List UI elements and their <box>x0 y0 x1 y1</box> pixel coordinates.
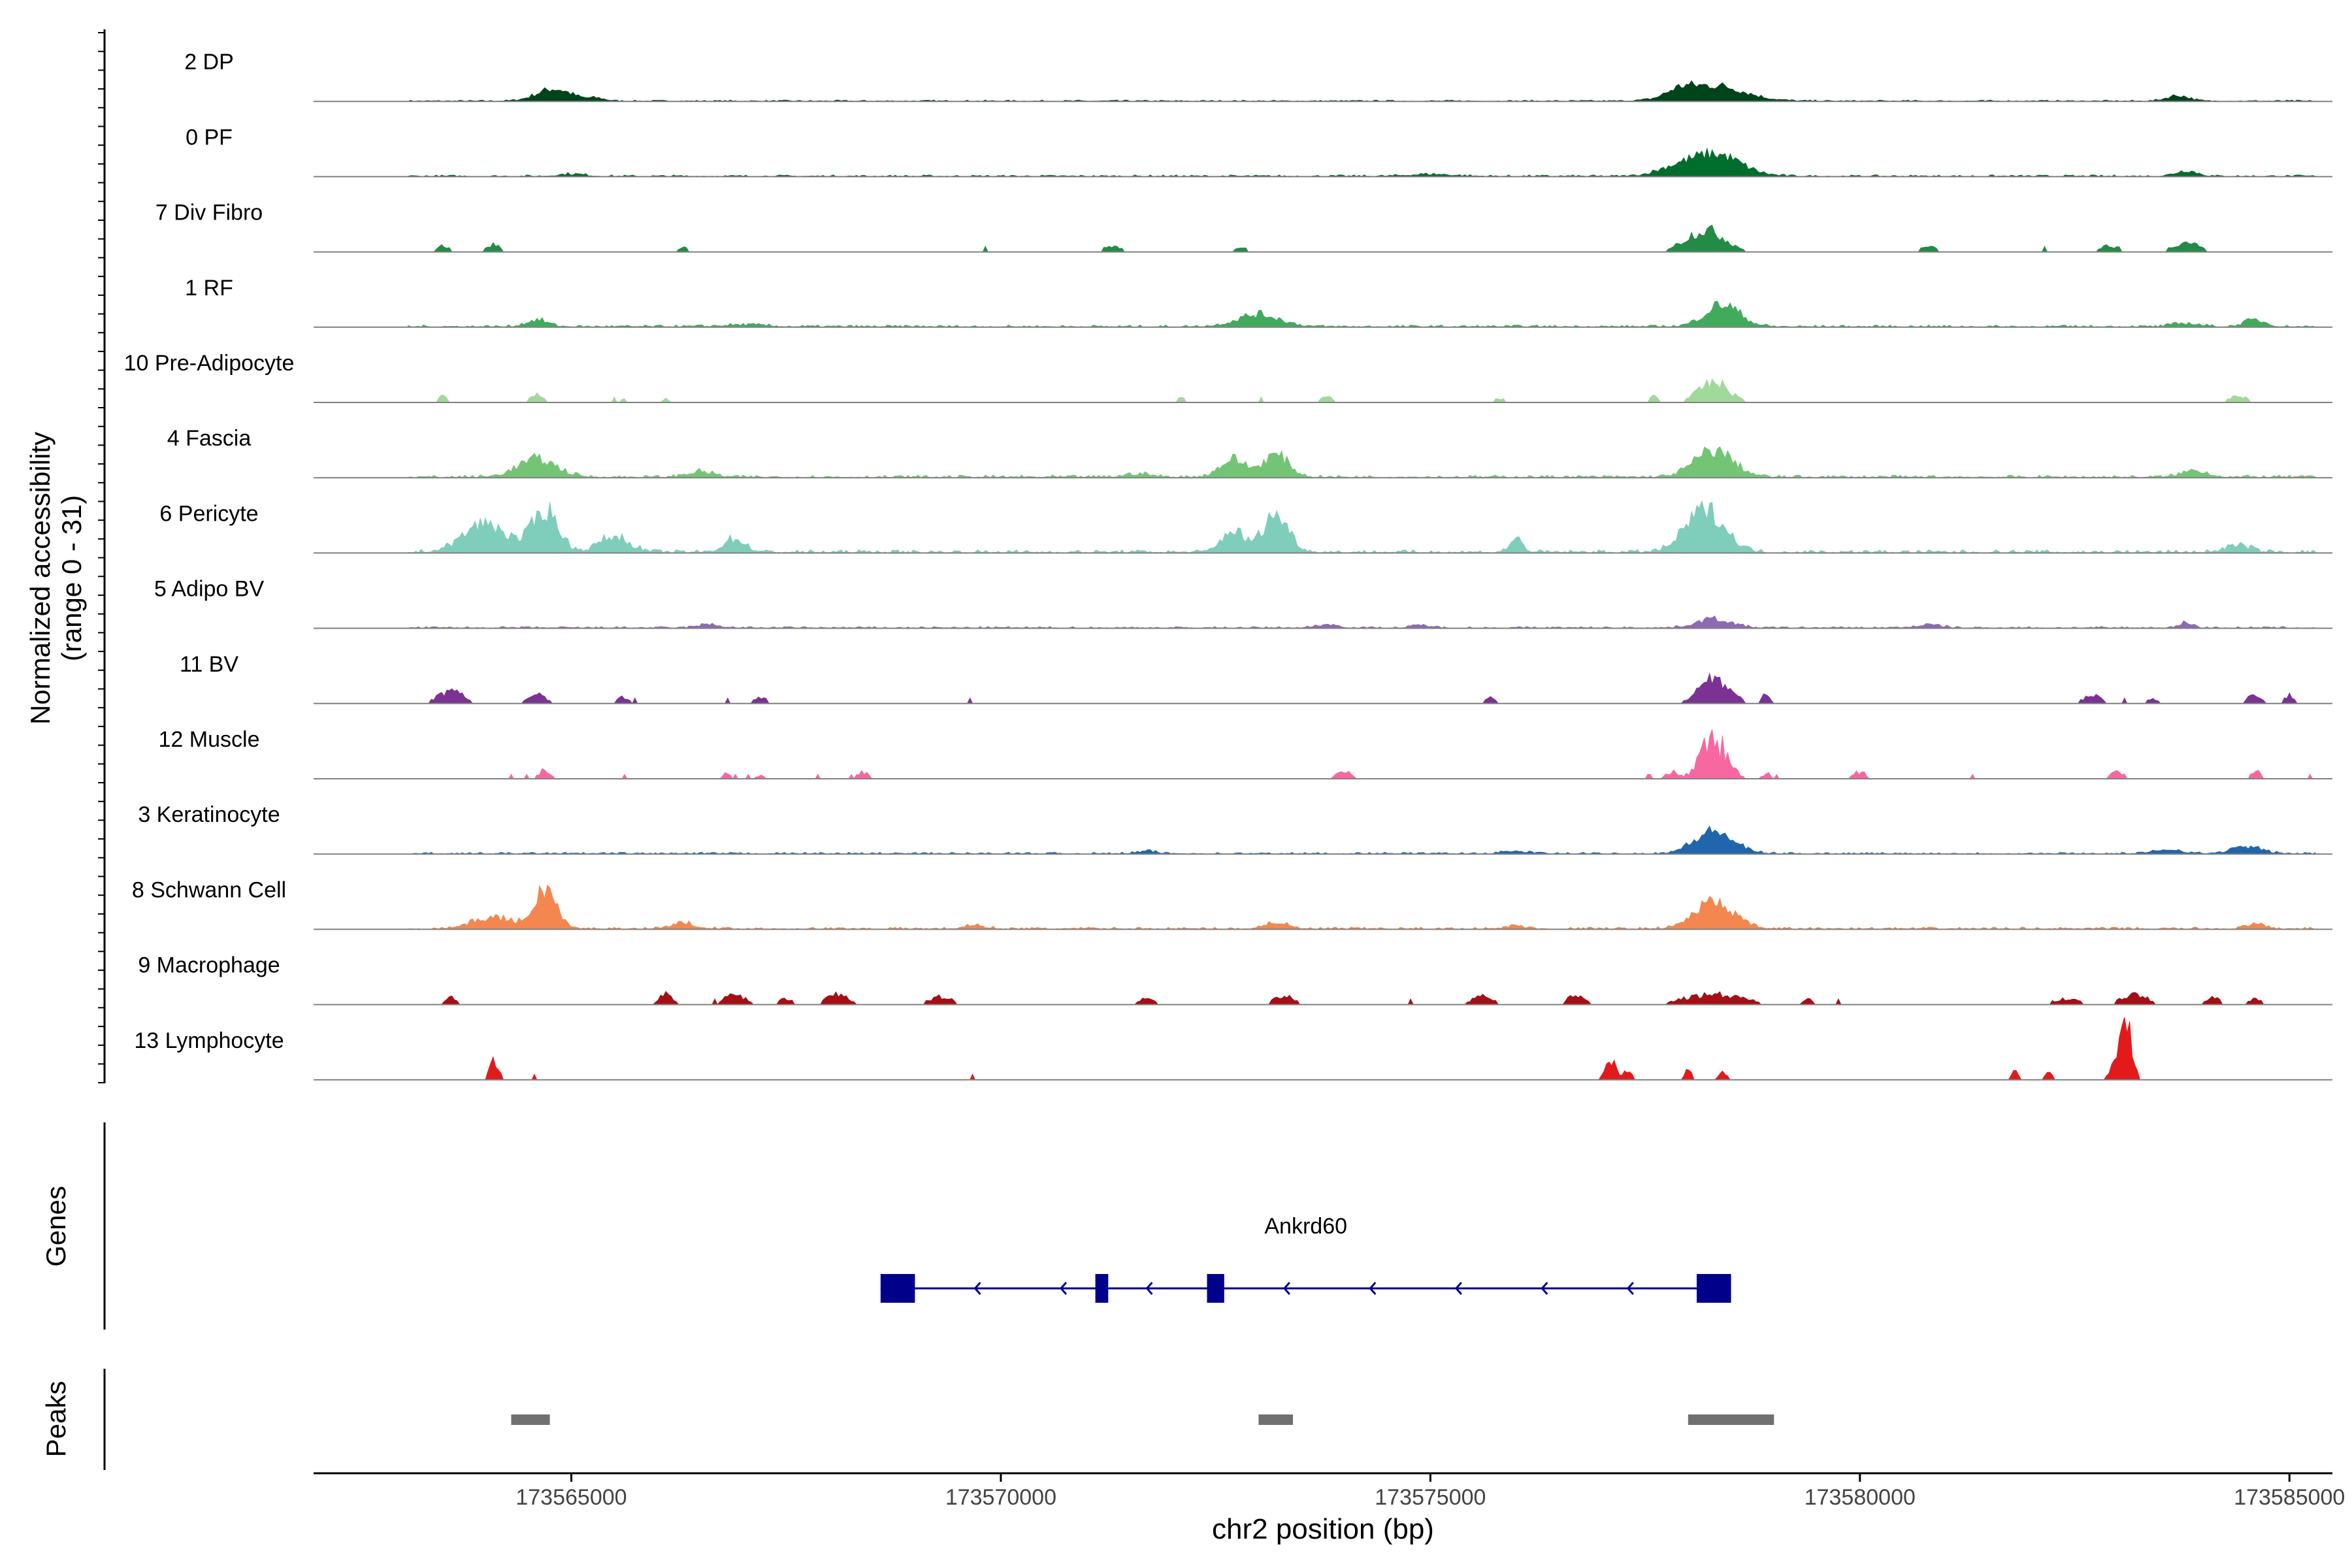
x-tick-label: 173565000 <box>515 1485 627 1510</box>
track-label: 5 Adipo BV <box>154 577 265 602</box>
track-signal <box>408 729 2315 779</box>
track-9: 11 BV <box>180 652 2332 704</box>
gene-exon <box>1696 1274 1731 1303</box>
track-label: 11 BV <box>180 652 238 677</box>
gene-exon <box>880 1274 915 1303</box>
x-tick-label: 173585000 <box>2234 1485 2345 1510</box>
y-axis-ticks <box>98 32 105 1084</box>
x-tick-label: 173575000 <box>1375 1485 1486 1510</box>
track-7: 6 Pericyte <box>159 500 2332 554</box>
track-signal <box>408 884 2315 930</box>
track-signal <box>408 990 2315 1005</box>
strand-arrow <box>1541 1282 1548 1295</box>
track-label: 7 Div Fibro <box>155 201 263 225</box>
track-label: 8 Schwann Cell <box>132 877 286 902</box>
track-signal <box>408 224 2315 253</box>
strand-arrow <box>1454 1282 1462 1295</box>
genes-label: Genes <box>41 1186 71 1267</box>
track-14: 13 Lymphocyte <box>134 1017 2332 1081</box>
y-axis-label: Normalized accessibility (range 0 - 31) <box>25 432 87 725</box>
track-signal <box>408 672 2315 704</box>
track-10: 12 Muscle <box>159 727 2332 779</box>
peak-regions <box>511 1414 1774 1425</box>
strand-arrow <box>973 1282 981 1295</box>
track-label: 3 Keratinocyte <box>138 802 280 827</box>
gene-track: Ankrd60 <box>880 1214 1731 1303</box>
gene-exon <box>1095 1274 1109 1303</box>
track-13: 9 Macrophage <box>138 953 2332 1005</box>
peak-region <box>511 1414 550 1425</box>
peak-region <box>1688 1414 1774 1425</box>
track-label: 6 Pericyte <box>159 501 258 526</box>
track-label: 2 DP <box>184 50 234 74</box>
track-2: 0 PF <box>186 125 2332 178</box>
track-label: 12 Muscle <box>159 727 260 752</box>
track-5: 10 Pre-Adipocyte <box>124 351 2332 403</box>
track-8: 5 Adipo BV <box>154 577 2332 629</box>
track-label: 9 Macrophage <box>138 953 280 978</box>
track-signal <box>408 1017 2315 1081</box>
track-label: 13 Lymphocyte <box>134 1028 284 1053</box>
track-label: 4 Fascia <box>167 426 252 451</box>
track-6: 4 Fascia <box>167 426 2332 479</box>
track-signal <box>408 80 2316 102</box>
peak-region <box>1258 1414 1293 1425</box>
strand-arrow <box>1145 1282 1153 1295</box>
track-1: 2 DP <box>184 50 2332 103</box>
track-signal <box>408 500 2316 554</box>
track-4: 1 RF <box>185 276 2332 328</box>
track-signal <box>408 446 2316 478</box>
strand-arrow <box>1369 1282 1377 1295</box>
track-signal <box>408 615 2316 629</box>
strand-arrow <box>1059 1282 1068 1295</box>
gene-name: Ankrd60 <box>1264 1214 1347 1239</box>
track-3: 7 Div Fibro <box>155 201 2332 253</box>
track-signal <box>408 378 2315 403</box>
track-signal <box>408 825 2316 855</box>
track-signal <box>408 301 2315 328</box>
gene-exon <box>1207 1274 1224 1303</box>
y-axis-label-line-2: (range 0 - 31) <box>56 495 87 661</box>
x-axis-ticks: 173565000 173570000 173575000 173580000 1735… <box>515 1473 2345 1510</box>
y-axis-label-line-1: Normalized accessibility <box>25 432 56 725</box>
track-12: 8 Schwann Cell <box>132 877 2332 930</box>
strand-arrow <box>1282 1282 1290 1295</box>
peaks-label: Peaks <box>41 1381 71 1458</box>
x-tick-label: 173580000 <box>1805 1485 1916 1510</box>
x-tick-label: 173570000 <box>945 1485 1056 1510</box>
tracks-panel: 2 DP 0 PF 7 Div Fibro 1 RF 10 Pre-Adipocyte 4… <box>124 50 2332 1081</box>
track-label: 1 RF <box>185 276 233 301</box>
track-signal <box>408 148 2316 177</box>
track-11: 3 Keratinocyte <box>138 802 2332 855</box>
track-label: 0 PF <box>186 125 233 150</box>
track-label: 10 Pre-Adipocyte <box>124 351 295 376</box>
strand-arrow <box>1626 1282 1634 1295</box>
x-axis-label: chr2 position (bp) <box>1212 1513 1434 1545</box>
